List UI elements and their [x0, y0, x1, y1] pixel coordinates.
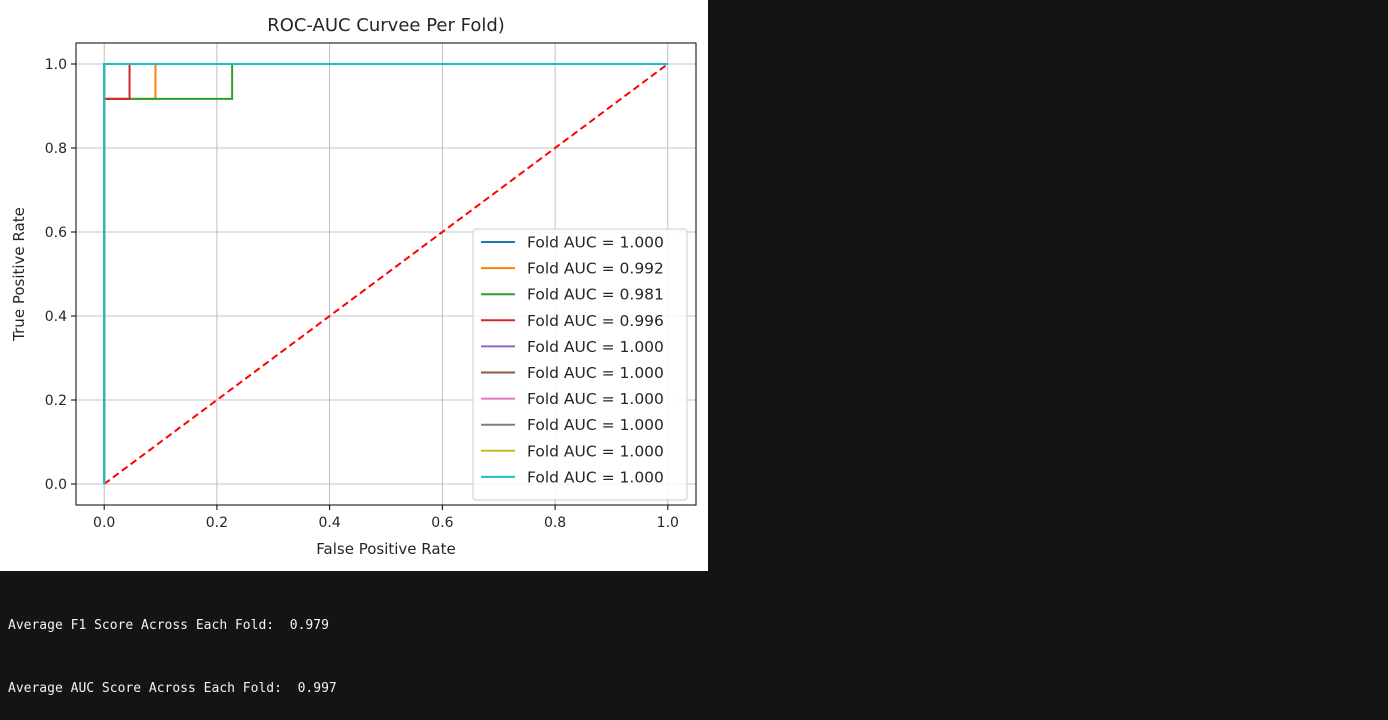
plot-frame: [75, 42, 697, 506]
legend-label: Fold AUC = 0.981: [527, 286, 664, 304]
x-tick-label: 1.0: [657, 515, 679, 531]
legend-label: Fold AUC = 1.000: [527, 234, 664, 252]
x-axis-label: False Positive Rate: [316, 540, 455, 558]
legend-label: Fold AUC = 1.000: [527, 338, 664, 356]
y-tick-label: 1.0: [45, 57, 67, 73]
legend-label: Fold AUC = 1.000: [527, 468, 664, 486]
diagonal-reference-line: [103, 63, 669, 485]
legend-label: Fold AUC = 1.000: [527, 442, 664, 460]
x-tick-label: 0.4: [319, 515, 341, 531]
chart-title: ROC-AUC Curvee Per Fold): [267, 15, 505, 36]
roc-chart: ROC-AUC Curvee Per Fold) 0.0 0.2 0.4 0.6 0.8…: [10, 15, 697, 558]
average-auc-line: Average AUC Score Across Each Fold: 0.99…: [8, 681, 337, 696]
x-tick-label: 0.8: [544, 515, 566, 531]
notebook-output: Average F1 Score Across Each Fold: 0.979…: [8, 573, 337, 720]
y-tick-label: 0.4: [45, 309, 67, 325]
legend-label: Fold AUC = 1.000: [527, 416, 664, 434]
y-tick-label: 0.6: [45, 225, 67, 241]
legend-box: [472, 228, 688, 501]
legend-label: Fold AUC = 0.996: [527, 312, 664, 330]
x-tick-label: 0.0: [93, 515, 115, 531]
legend-label: Fold AUC = 1.000: [527, 364, 664, 382]
x-tick-label: 0.6: [431, 515, 453, 531]
series-layer: [103, 63, 668, 484]
legend-label: Fold AUC = 1.000: [527, 390, 664, 408]
y-tick-label: 0.2: [45, 393, 67, 409]
average-f1-line: Average F1 Score Across Each Fold: 0.979: [8, 618, 329, 633]
reference-line-layer: [103, 63, 669, 485]
legend: Fold AUC = 1.000 Fold AUC = 0.992 Fold AUC…: [472, 228, 688, 501]
y-tick-label: 0.8: [45, 141, 67, 157]
y-axis-label: True Positive Rate: [10, 207, 28, 342]
legend-label: Fold AUC = 0.992: [527, 260, 664, 278]
roc-figure: ROC-AUC Curvee Per Fold) 0.0 0.2 0.4 0.6 0.8…: [0, 0, 708, 571]
x-tick-label: 0.2: [206, 515, 228, 531]
ticks: 0.0 0.2 0.4 0.6 0.8 1.0 0.0 0.2 0.4 0.6 0.8 1.0: [45, 57, 679, 531]
y-tick-label: 0.0: [45, 477, 67, 493]
roc-series-line-10: [103, 63, 668, 484]
